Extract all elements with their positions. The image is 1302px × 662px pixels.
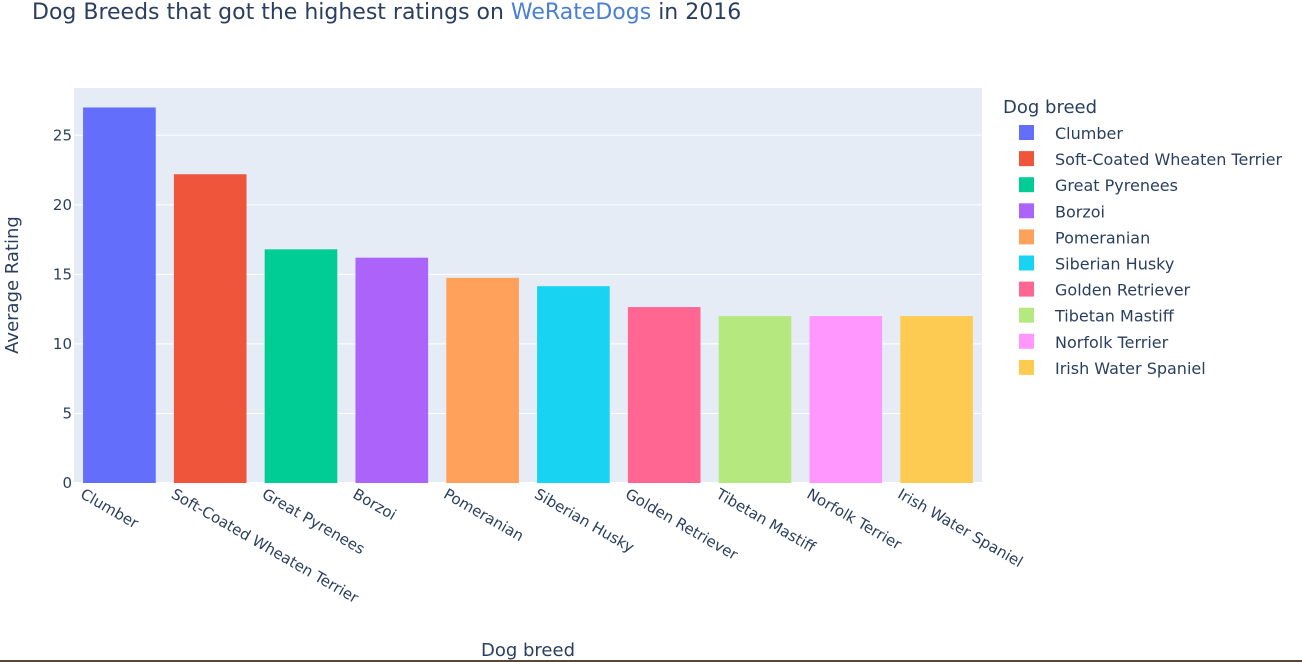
legend-item[interactable]: Pomeranian: [1019, 228, 1150, 247]
x-tick-label: Clumber: [77, 485, 142, 533]
y-tick-label: 25: [53, 126, 72, 144]
legend: Dog breed Clumber Soft-Coated Wheaten Ter…: [1003, 97, 1282, 378]
chart-title-highlight: WeRateDogs: [510, 0, 652, 25]
bar: [809, 316, 883, 483]
legend-swatch: [1019, 359, 1034, 375]
x-tick-label: Norfolk Terrier: [804, 485, 906, 554]
bar: [446, 277, 519, 483]
legend-label: Great Pyrenees: [1055, 176, 1178, 195]
legend-label: Pomeranian: [1055, 228, 1150, 247]
chart-title-prefix: Dog Breeds that got the highest ratings …: [32, 0, 511, 25]
x-tick-label: Pomeranian: [441, 485, 527, 545]
y-tick-label: 10: [53, 335, 72, 353]
y-axis-title: Average Rating: [2, 216, 23, 354]
legend-item[interactable]: Norfolk Terrier: [1019, 333, 1169, 352]
x-axis-title: Dog breed: [481, 640, 575, 661]
legend-label: Siberian Husky: [1055, 255, 1174, 274]
x-tick-label: Siberian Husky: [531, 485, 637, 557]
legend-item[interactable]: Borzoi: [1019, 202, 1105, 221]
y-tick-label: 20: [53, 196, 72, 214]
legend-swatch: [1019, 177, 1034, 193]
y-tick-label: 0: [62, 474, 72, 492]
legend-swatch: [1019, 281, 1034, 297]
x-tick-label: Irish Water Spaniel: [895, 485, 1026, 571]
bar: [718, 316, 792, 483]
bar: [173, 174, 247, 483]
legend-item[interactable]: Irish Water Spaniel: [1019, 359, 1206, 378]
bar: [900, 316, 973, 483]
legend-item[interactable]: Clumber: [1019, 124, 1123, 143]
legend-swatch: [1019, 203, 1034, 219]
legend-label: Clumber: [1055, 124, 1123, 143]
bar: [537, 286, 610, 483]
chart-title: Dog Breeds that got the highest ratings …: [32, 0, 741, 25]
bar: [264, 249, 338, 483]
legend-swatch: [1019, 333, 1034, 349]
bar: [627, 307, 701, 483]
legend-swatch: [1019, 307, 1034, 323]
legend-item[interactable]: Great Pyrenees: [1019, 176, 1178, 195]
bar: [355, 257, 429, 483]
legend-label: Borzoi: [1055, 202, 1105, 221]
legend-item[interactable]: Golden Retriever: [1019, 281, 1191, 300]
legend-title: Dog breed: [1003, 97, 1097, 118]
legend-label: Tibetan Mastiff: [1054, 307, 1175, 326]
x-axis-ticks: Clumber Soft-Coated Wheaten TerrierGreat …: [77, 484, 1026, 607]
legend-label: Soft-Coated Wheaten Terrier: [1055, 150, 1282, 169]
legend-label: Golden Retriever: [1055, 281, 1191, 300]
legend-swatch: [1019, 229, 1034, 245]
legend-label: Irish Water Spaniel: [1055, 359, 1206, 378]
chart-title-suffix: in 2016: [651, 0, 742, 25]
legend-label: Norfolk Terrier: [1055, 333, 1169, 352]
y-tick-label: 15: [53, 265, 72, 283]
bottom-divider: [0, 660, 1302, 662]
legend-swatch: [1019, 151, 1034, 167]
x-tick-label: Borzoi: [350, 485, 400, 524]
y-tick-label: 5: [62, 404, 72, 422]
legend-item[interactable]: Soft-Coated Wheaten Terrier: [1019, 150, 1282, 169]
legend-item[interactable]: Siberian Husky: [1019, 255, 1174, 274]
legend-swatch: [1019, 255, 1034, 271]
bars: [83, 107, 973, 483]
legend-item[interactable]: Tibetan Mastiff: [1019, 307, 1175, 326]
legend-swatch: [1019, 125, 1034, 140]
bar: [83, 107, 156, 483]
y-axis-ticks: 0 5 10 15 20 25: [53, 126, 72, 492]
